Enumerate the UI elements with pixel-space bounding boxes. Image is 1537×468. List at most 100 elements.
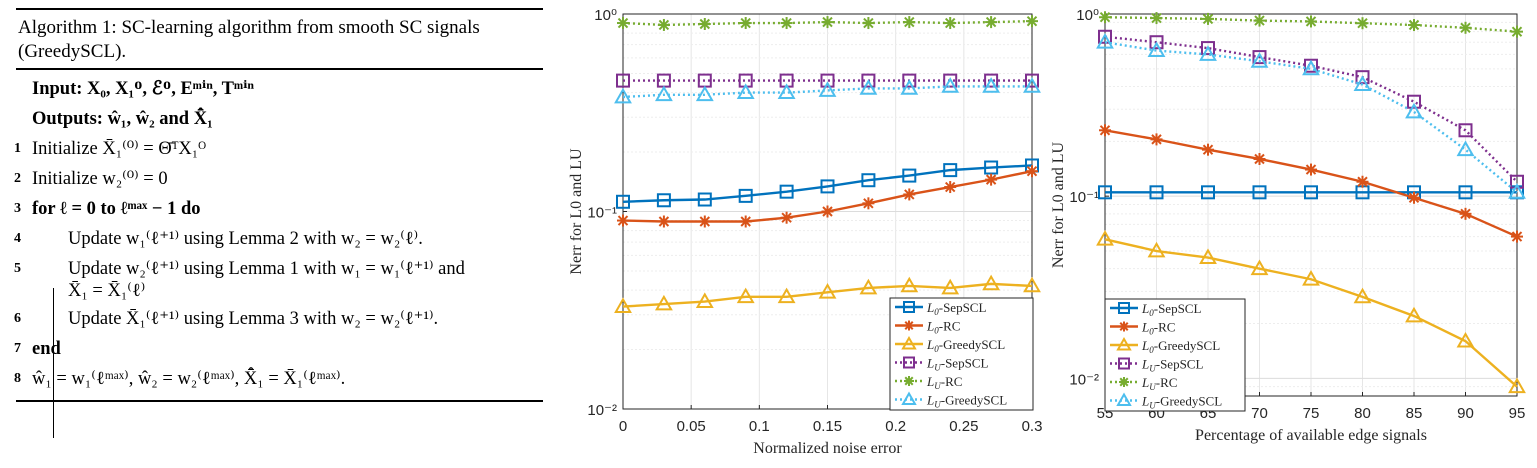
data-point-marker: [904, 320, 914, 331]
data-point-marker: [614, 87, 632, 104]
y-axis-label: Nerr for L0 and LU: [568, 148, 585, 275]
x-tick-label: 0.1: [749, 418, 770, 435]
data-point-marker: [654, 294, 673, 311]
legend-entry: LU-SepSCL: [1110, 357, 1203, 374]
data-point-marker: [739, 215, 752, 228]
data-point-marker: [1304, 185, 1318, 200]
y-tick-label: 10⁻¹: [587, 205, 617, 222]
algorithm-body: Input: X₀, X₁ᴼ, ℰᴼ, Eᵐⁱⁿ, Tᵐⁱⁿ Outputs: …: [14, 70, 543, 438]
data-point-marker: [1511, 230, 1523, 243]
legend-box: [889, 297, 1034, 411]
x-axis-label: Percentage of available edge signals: [1195, 427, 1427, 444]
data-point-marker: [1096, 33, 1114, 49]
line-number: 8: [14, 371, 21, 386]
series-l0-rc: [1099, 124, 1523, 243]
data-point-marker: [1302, 270, 1320, 286]
data-point-marker: [984, 73, 999, 88]
x-tick-label: 0.15: [813, 418, 842, 435]
data-point-marker: [941, 77, 960, 93]
y-tick-label: 10⁰: [594, 7, 617, 24]
data-point-marker: [982, 77, 1001, 93]
legend-entry: LU-RC: [1110, 375, 1177, 392]
data-point-marker: [903, 301, 915, 313]
data-point-marker: [1508, 183, 1526, 199]
data-point-marker: [695, 85, 714, 102]
data-point-marker: [944, 181, 957, 194]
algorithm-line-7: end: [32, 339, 61, 359]
algorithm-title-rule: [16, 68, 543, 70]
data-point-marker: [1201, 185, 1215, 200]
series-lu-greedyscl: [1096, 33, 1526, 199]
data-point-marker: [780, 211, 793, 224]
data-point-marker: [903, 16, 916, 29]
data-point-marker: [821, 205, 834, 218]
data-point-marker: [1119, 377, 1129, 387]
series-line: [622, 85, 1032, 99]
data-point-marker: [1202, 143, 1214, 156]
data-point-marker: [1456, 331, 1475, 348]
legend-label: LU-RC: [926, 374, 962, 391]
data-point-marker: [1250, 52, 1269, 68]
legend-label: L0-RC: [1141, 320, 1175, 337]
data-point-marker: [818, 81, 837, 97]
data-point-marker: [984, 160, 999, 175]
data-point-marker: [943, 163, 958, 178]
loop-indent-bar: [53, 288, 54, 438]
data-point-marker: [779, 184, 794, 199]
series-line: [622, 19, 1033, 27]
legend-entry: L0-RC: [1110, 320, 1175, 337]
data-point-marker: [820, 179, 835, 194]
line-number: 4: [14, 231, 21, 246]
data-point-marker: [1511, 25, 1523, 38]
y-tick-label: 10⁻²: [587, 402, 617, 419]
data-point-marker: [695, 292, 714, 308]
data-point-marker: [1510, 174, 1524, 189]
data-point-marker: [617, 17, 629, 30]
series-line: [622, 282, 1033, 308]
x-tick-label: 90: [1457, 405, 1474, 422]
data-point-marker: [617, 214, 629, 227]
legend-entry: L0-GreedySCL: [895, 335, 1005, 354]
data-point-marker: [1407, 94, 1421, 109]
legend-label: LU-GreedySCL: [926, 393, 1007, 410]
data-point-marker: [862, 17, 875, 30]
algorithm-line-5: Update w₂⁽ℓ⁺¹⁾ using Lemma 1 with w₁ = w…: [68, 259, 465, 279]
data-point-marker: [1116, 336, 1132, 351]
x-tick-label: 0.05: [677, 418, 706, 435]
data-point-marker: [1098, 185, 1112, 200]
data-point-marker: [738, 188, 753, 203]
x-tick-label: 0: [619, 418, 627, 435]
y-axis-label: Nerr for L0 and LU: [1050, 141, 1067, 268]
legend-label: LU-RC: [1141, 375, 1177, 392]
data-point-marker: [1026, 15, 1038, 28]
data-point-marker: [1199, 45, 1217, 61]
data-point-marker: [1147, 41, 1166, 57]
data-point-marker: [901, 335, 917, 350]
data-point-marker: [1405, 306, 1423, 323]
series-lu-greedyscl: [614, 77, 1041, 104]
x-tick-label: 0.3: [1022, 418, 1043, 435]
algorithm-line-6: Update X̄₁⁽ℓ⁺¹⁾ using Lemma 3 with w₂ = …: [68, 309, 439, 329]
data-point-marker: [1252, 50, 1267, 65]
legend-entry: LU-SepSCL: [895, 356, 988, 373]
algorithm-box: Algorithm 1: SC-learning algorithm from …: [14, 8, 543, 438]
algorithm-line-8: ŵ₁ = w₁⁽ℓᵐᵃˣ⁾, ŵ₂ = w₂⁽ℓᵐᵃˣ⁾, X̂̄₁ = X̄₁…: [32, 369, 346, 389]
data-point-marker: [1199, 248, 1217, 265]
algorithm-bottom-rule: [16, 400, 543, 402]
data-point-marker: [1025, 73, 1039, 88]
data-point-marker: [1253, 152, 1266, 165]
data-point-marker: [1408, 191, 1420, 204]
data-point-marker: [818, 283, 837, 299]
y-tick-label: 10⁻¹: [1069, 189, 1099, 206]
data-point-marker: [780, 17, 793, 30]
legend-label: L0-SepSCL: [1141, 301, 1201, 318]
data-point-marker: [1405, 102, 1423, 119]
legend-label: LU-SepSCL: [926, 356, 988, 373]
data-point-marker: [1023, 77, 1041, 93]
chart-noise-error: 0 0.05 0.1 0.15 0.2 0.25 0.3 10⁻² 10⁻¹ 10⁰ Normali…: [568, 7, 1043, 457]
line-number: 2: [14, 171, 21, 186]
algorithm-line-2: Initialize w₂⁽⁰⁾ = 0: [32, 169, 168, 189]
x-tick-label: 95: [1509, 405, 1526, 422]
legend-label: L0-SepSCL: [926, 300, 986, 317]
